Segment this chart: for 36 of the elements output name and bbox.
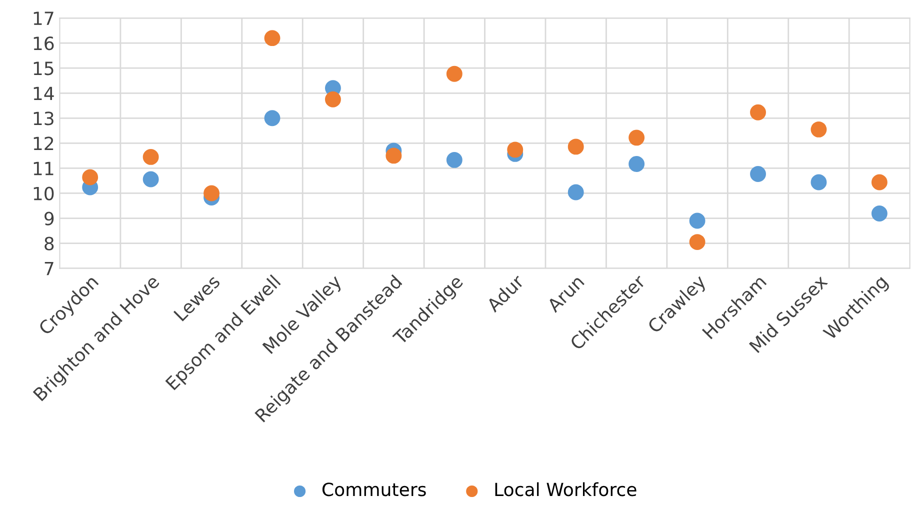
y-tick-label: 12 (34, 136, 54, 150)
y-tick-label: 15 (34, 62, 54, 76)
point (810, 174, 827, 190)
legend-label: Commuters (322, 482, 426, 496)
point (628, 130, 645, 146)
point (871, 174, 888, 190)
y-tick-label: 16 (34, 36, 54, 50)
point (386, 148, 402, 164)
y-tick-label: 14 (34, 86, 54, 100)
y-tick-label: 17 (34, 12, 54, 25)
point (507, 142, 524, 158)
point (204, 185, 220, 202)
y-tick-label: 7 (44, 262, 54, 276)
point (82, 169, 98, 186)
point (568, 184, 584, 200)
point (810, 121, 827, 138)
point (750, 166, 766, 182)
point (142, 171, 159, 188)
y-tick-label: 8 (44, 236, 54, 250)
y-tick-label: 13 (34, 112, 54, 126)
point (689, 212, 706, 229)
point (628, 156, 645, 172)
point (446, 152, 462, 168)
y-tick-label: 10 (34, 186, 54, 200)
point (446, 66, 462, 82)
point (750, 104, 766, 120)
y-tick-label: 9 (44, 212, 54, 226)
point (871, 206, 888, 222)
legend-label: Local Workforce (495, 482, 636, 496)
point (264, 30, 280, 46)
point (264, 110, 280, 126)
point (324, 91, 341, 108)
y-tick-label: 11 (34, 162, 54, 176)
point (142, 148, 159, 165)
point (689, 234, 706, 250)
point (568, 138, 584, 155)
